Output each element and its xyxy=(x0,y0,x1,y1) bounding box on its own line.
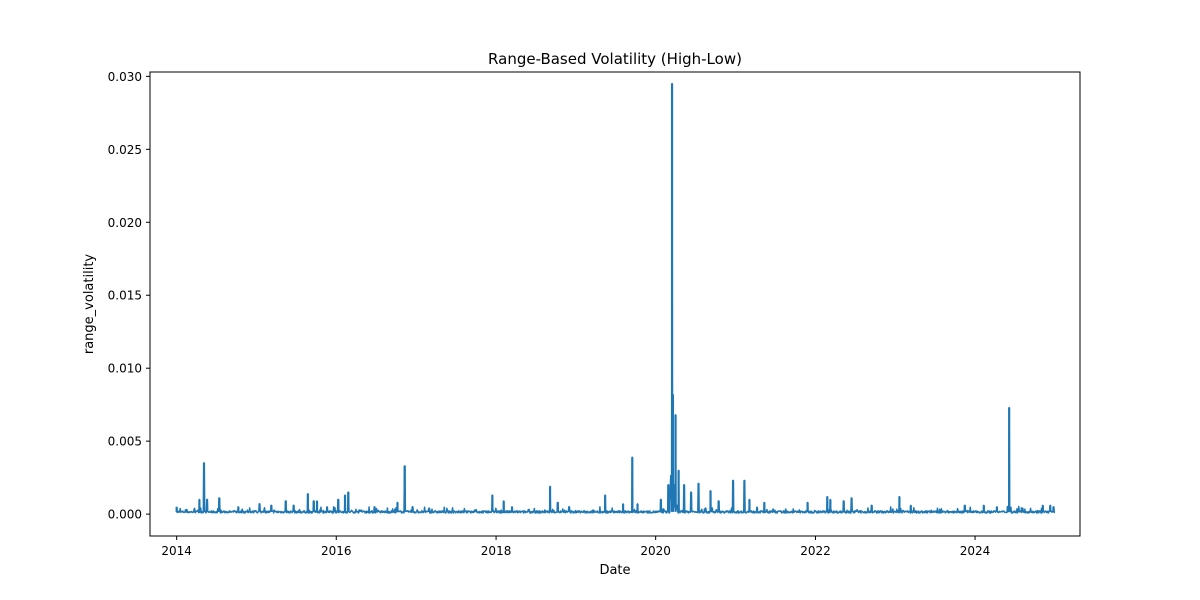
y-tick-label: 0.025 xyxy=(108,143,142,157)
y-tick-label: 0.015 xyxy=(108,289,142,303)
chart-title: Range-Based Volatility (High-Low) xyxy=(488,50,742,68)
plot-frame xyxy=(149,71,1081,537)
x-tick-label: 2020 xyxy=(640,544,671,558)
volatility-series-line xyxy=(175,82,1056,514)
y-tick-label: 0.005 xyxy=(108,435,142,449)
x-tick-label: 2022 xyxy=(800,544,831,558)
y-tick-label: 0.030 xyxy=(108,70,142,84)
plot-area xyxy=(175,82,1056,514)
axis-ticks: 2014 2016 2018 2020 2022 2024 0.000 0.005 0.010 0… xyxy=(108,70,991,558)
x-tick-label: 2016 xyxy=(321,544,352,558)
x-tick-label: 2018 xyxy=(481,544,512,558)
y-tick-label: 0.020 xyxy=(108,216,142,230)
y-tick-label: 0.000 xyxy=(108,508,142,522)
x-axis-label: Date xyxy=(599,563,630,578)
x-tick-label: 2014 xyxy=(161,544,192,558)
y-tick-label: 0.010 xyxy=(108,362,142,376)
y-axis-label: range_volatility xyxy=(82,254,97,355)
x-tick-label: 2024 xyxy=(960,544,991,558)
